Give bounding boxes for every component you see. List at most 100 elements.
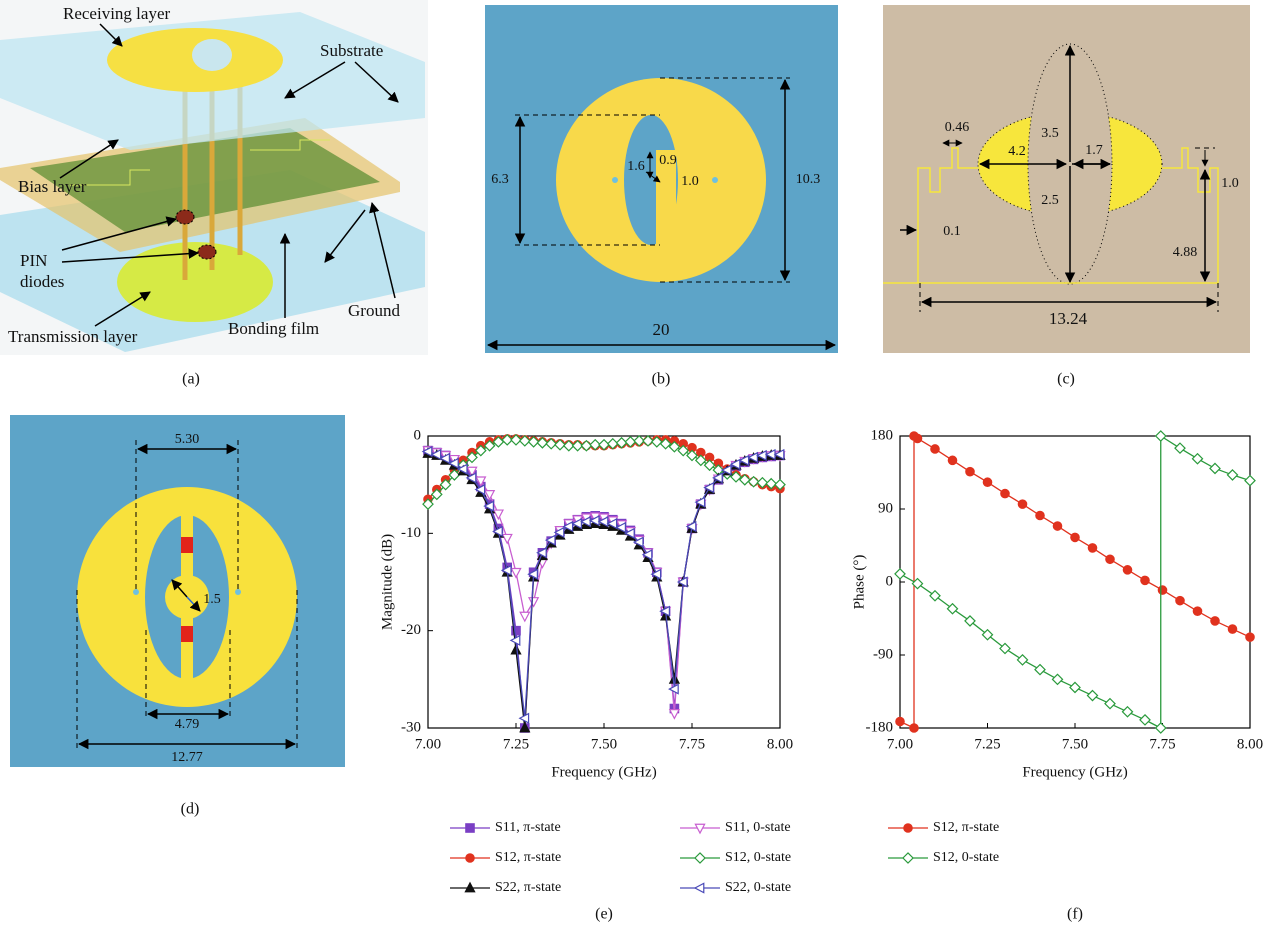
marker: [1227, 470, 1237, 480]
marker: [695, 883, 704, 892]
caption: (f): [1067, 906, 1083, 923]
marker: [1070, 682, 1080, 692]
dimension: 5.30: [175, 432, 200, 447]
marker: [1018, 500, 1026, 508]
x-tick-label: 8.00: [767, 736, 793, 752]
marker: [466, 854, 474, 862]
dimension: 6.3: [491, 172, 509, 187]
legend-label: S12, π-state: [933, 820, 999, 835]
pin-diode: [176, 210, 194, 224]
label: Transmission layer: [8, 327, 138, 346]
marker: [903, 853, 913, 863]
marker: [511, 568, 520, 577]
via: [235, 589, 241, 595]
y-tick-label: -30: [401, 719, 421, 735]
marker: [696, 455, 706, 465]
marker: [687, 450, 697, 460]
marker: [503, 534, 512, 543]
marker: [670, 710, 679, 719]
marker: [1106, 555, 1114, 563]
marker: [1228, 625, 1236, 633]
dimension: 10.3: [796, 172, 821, 187]
marker: [581, 441, 591, 451]
marker: [947, 604, 957, 614]
marker: [1035, 665, 1045, 675]
dimension: 4.2: [1008, 144, 1026, 159]
marker: [1036, 511, 1044, 519]
panel-d: 5.30 1.5 4.79 12.77 (d): [10, 415, 345, 818]
legend-label: S12, 0-state: [933, 850, 999, 865]
via: [712, 177, 718, 183]
marker: [1053, 522, 1061, 530]
x-tick-label: 7.75: [1149, 736, 1175, 752]
marker: [1087, 691, 1097, 701]
marker: [511, 645, 520, 654]
dimension: 4.88: [1173, 245, 1198, 260]
panel-a: Receiving layer Substrate Bias layer PIN…: [0, 0, 428, 388]
receiving-layer-hole: [192, 39, 232, 71]
marker: [1211, 617, 1219, 625]
panel-b: 6.3 0.9 1.6 1.0 10.3 20 (b): [485, 5, 838, 388]
marker: [1246, 633, 1254, 641]
dimension: 1.0: [681, 174, 699, 189]
pin-diode: [181, 537, 193, 553]
x-tick-label: 7.50: [1062, 736, 1088, 752]
marker: [1156, 431, 1166, 441]
y-tick-label: -20: [401, 622, 421, 638]
marker: [1156, 723, 1166, 733]
label: Receiving layer: [63, 4, 170, 23]
dimension: 12.77: [171, 750, 203, 765]
label: Bonding film: [228, 319, 319, 338]
x-tick-label: 7.00: [887, 736, 913, 752]
legend-label: S11, 0-state: [725, 820, 791, 835]
marker: [1193, 607, 1201, 615]
marker: [494, 510, 503, 519]
x-axis-title: Frequency (GHz): [1022, 764, 1127, 780]
caption: (c): [1057, 371, 1075, 388]
marker: [913, 434, 921, 442]
y-tick-label: -10: [401, 525, 421, 541]
dimension: 1.7: [1085, 143, 1103, 158]
via: [612, 177, 618, 183]
marker: [749, 477, 759, 487]
label: PIN: [20, 251, 47, 270]
x-tick-label: 7.00: [415, 736, 441, 752]
marker: [983, 478, 991, 486]
dimension: 0.1: [943, 224, 961, 239]
dimension: 2.5: [1041, 193, 1059, 208]
dimension: 0.9: [659, 153, 677, 168]
dimension: 3.5: [1041, 126, 1059, 141]
legend-label: S12, π-state: [495, 850, 561, 865]
marker: [895, 569, 905, 579]
panel-c: 0.46 4.2 3.5 1.7 2.5 1.0 0.1 4.88 13.24 …: [883, 5, 1250, 388]
marker: [1210, 463, 1220, 473]
caption: (e): [595, 906, 613, 923]
legend-label: S22, π-state: [495, 880, 561, 895]
marker: [910, 724, 918, 732]
marker: [1052, 674, 1062, 684]
y-axis-title: Phase (°): [851, 555, 867, 610]
legend-label: S12, 0-state: [725, 850, 791, 865]
marker: [1141, 576, 1149, 584]
marker: [466, 824, 474, 832]
marker: [529, 598, 538, 607]
y-tick-label: -90: [873, 646, 893, 662]
legend-label: S22, 0-state: [725, 880, 791, 895]
caption: (b): [652, 371, 671, 388]
dimension: 1.5: [203, 592, 221, 607]
marker: [896, 717, 904, 725]
marker: [1123, 566, 1131, 574]
page: {"panels": { "a": {"caption": "(a)", "la…: [0, 0, 1273, 938]
marker: [1017, 655, 1027, 665]
marker: [930, 591, 940, 601]
y-axis-title: Magnitude (dB): [379, 534, 395, 630]
marker: [1192, 454, 1202, 464]
dimension: 13.24: [1049, 309, 1088, 328]
marker: [705, 460, 715, 470]
marker: [948, 456, 956, 464]
y-tick-label: 90: [878, 500, 893, 516]
figure: Receiving layer Substrate Bias layer PIN…: [0, 0, 1273, 938]
dimension: 1.6: [627, 159, 645, 174]
x-axis-title: Frequency (GHz): [551, 764, 656, 780]
label: Ground: [348, 301, 400, 320]
